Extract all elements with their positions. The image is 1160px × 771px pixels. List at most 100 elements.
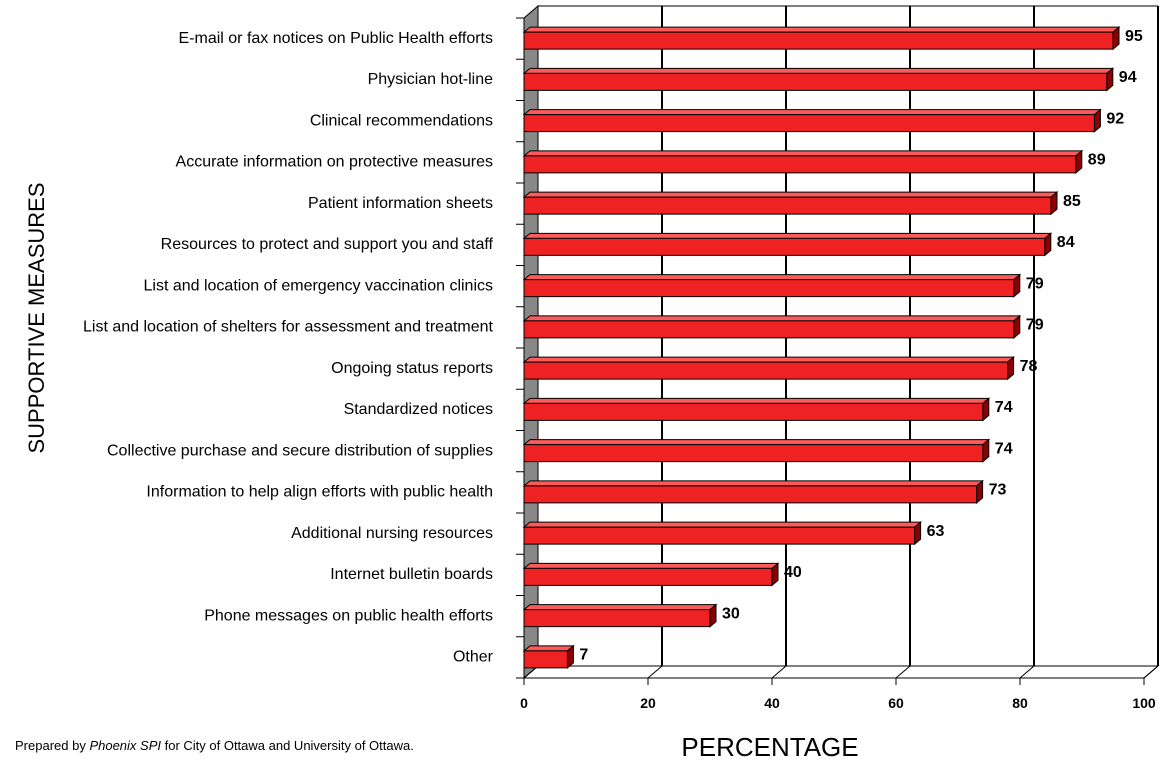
- bar: [522, 562, 780, 587]
- bar-top-face: [522, 274, 1022, 281]
- x-tick-label: 40: [764, 695, 780, 711]
- bar-top-face: [522, 645, 575, 652]
- bars: [522, 26, 1121, 669]
- floor-gridline: [1143, 665, 1159, 679]
- category-label: Additional nursing resources: [291, 525, 493, 542]
- category-label: Clinical recommendations: [310, 112, 493, 129]
- value-label: 63: [927, 523, 945, 540]
- category-labels: E-mail or fax notices on Public Health e…: [83, 30, 494, 666]
- category-label: Physician hot-line: [368, 71, 494, 88]
- value-label: 79: [1026, 275, 1044, 292]
- footnote-prefix: Prepared by: [15, 738, 90, 753]
- category-label: Phone messages on public health efforts: [204, 607, 493, 624]
- bar: [522, 603, 718, 628]
- value-label: 30: [722, 605, 740, 622]
- value-label: 78: [1020, 358, 1038, 375]
- value-label: 40: [784, 564, 802, 581]
- bar-front-face: [523, 402, 984, 421]
- bar: [522, 67, 1115, 92]
- x-tick-label: 100: [1132, 695, 1156, 711]
- footnote: Prepared by Phoenix SPI for City of Otta…: [15, 738, 414, 753]
- category-label: Resources to protect and support you and…: [161, 236, 494, 253]
- bar: [522, 108, 1102, 133]
- category-label: List and location of emergency vaccinati…: [143, 277, 493, 294]
- x-tick-label: 80: [1012, 695, 1028, 711]
- value-label: 95: [1125, 28, 1143, 45]
- value-label: 89: [1088, 152, 1106, 169]
- category-label: List and location of shelters for assess…: [83, 319, 494, 336]
- category-label: Patient information sheets: [308, 195, 493, 212]
- bar: [522, 191, 1059, 216]
- bar-front-face: [523, 237, 1046, 256]
- category-label: Standardized notices: [344, 401, 493, 418]
- footnote-suffix: for City of Ottawa and University of Ott…: [160, 738, 414, 753]
- bar-front-face: [523, 155, 1077, 174]
- bar: [522, 356, 1015, 381]
- value-label: 7: [579, 647, 588, 664]
- y-axis-title: SUPPORTIVE MEASURES: [24, 183, 49, 454]
- value-label: 94: [1119, 69, 1137, 86]
- x-tick-label: 60: [888, 695, 904, 711]
- value-label: 84: [1057, 234, 1075, 251]
- value-label: 85: [1063, 193, 1081, 210]
- chart-floor: [522, 665, 1160, 679]
- category-label: Collective purchase and secure distribut…: [107, 442, 493, 459]
- bar-top-face: [522, 480, 984, 487]
- floor-gridline: [1019, 665, 1035, 679]
- bar-front-face: [523, 485, 978, 504]
- footnote-emphasis: Phoenix SPI: [89, 738, 161, 753]
- bar: [522, 314, 1022, 339]
- bar-front-face: [523, 361, 1009, 380]
- bar-top-face: [522, 232, 1053, 239]
- bar-front-face: [523, 567, 773, 586]
- bar-front-face: [523, 196, 1052, 215]
- x-tick-label: 0: [520, 695, 528, 711]
- bar-top-face: [522, 150, 1084, 157]
- bar-top-face: [522, 356, 1015, 363]
- value-label: 79: [1026, 317, 1044, 334]
- bar-front-face: [523, 320, 1015, 339]
- x-axis-title: PERCENTAGE: [681, 732, 858, 762]
- floor-gridline: [895, 665, 911, 679]
- bar-top-face: [522, 439, 991, 446]
- bar: [522, 479, 984, 504]
- bar-top-face: [522, 315, 1022, 322]
- bar-top-face: [522, 67, 1115, 74]
- x-tick-labels: 0 20 40 60 80 100: [520, 695, 1156, 711]
- category-label: Internet bulletin boards: [330, 566, 493, 583]
- bar-top-face: [522, 604, 718, 611]
- bar: [522, 232, 1053, 257]
- bar-top-face: [522, 26, 1121, 33]
- bar: [522, 149, 1084, 174]
- value-label: 74: [995, 399, 1013, 416]
- category-label: Ongoing status reports: [331, 360, 493, 377]
- category-label: Information to help align efforts with p…: [146, 484, 493, 501]
- value-label: 92: [1106, 110, 1124, 127]
- bar: [522, 26, 1121, 51]
- value-label: 73: [989, 482, 1007, 499]
- bar: [522, 397, 991, 422]
- x-tick-label: 20: [640, 695, 656, 711]
- bar-front-face: [523, 279, 1015, 298]
- bar-front-face: [523, 31, 1114, 50]
- bar-front-face: [523, 526, 916, 545]
- value-label: 74: [995, 440, 1013, 457]
- bar: [522, 644, 575, 669]
- bar-front-face: [523, 444, 984, 463]
- bar-top-face: [522, 191, 1059, 198]
- bar: [522, 273, 1022, 298]
- bar: [522, 438, 991, 463]
- bar: [522, 521, 922, 546]
- bar-top-face: [522, 109, 1102, 116]
- bar-top-face: [522, 521, 922, 528]
- category-label: Accurate information on protective measu…: [176, 154, 493, 171]
- bar-front-face: [523, 609, 711, 628]
- category-label: Other: [453, 649, 494, 666]
- bar-top-face: [522, 562, 780, 569]
- value-labels: 95 94 92 89 85 84 79 79 78 74 74 73 63 40 30 7: [579, 28, 1142, 664]
- bar-front-face: [523, 650, 568, 669]
- bar-top-face: [522, 397, 991, 404]
- bar-front-face: [523, 72, 1108, 91]
- category-label: E-mail or fax notices on Public Health e…: [178, 30, 493, 47]
